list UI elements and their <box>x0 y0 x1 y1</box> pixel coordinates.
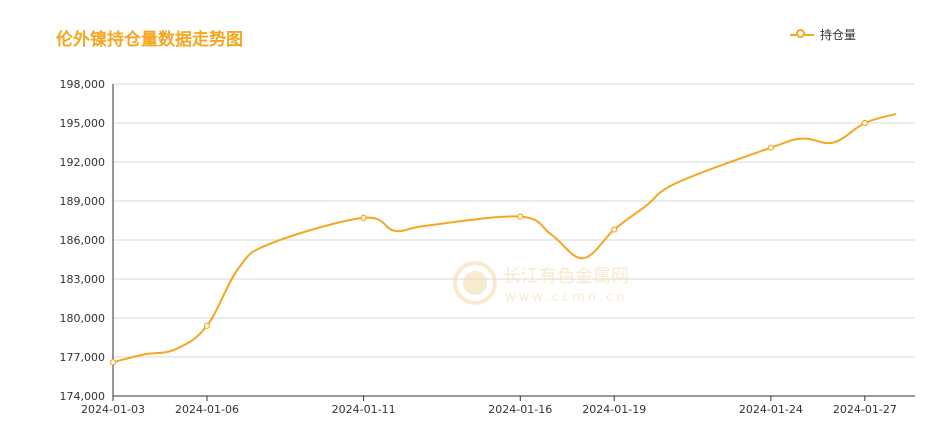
legend[interactable]: 持仓量 <box>790 26 856 42</box>
x-tick-label: 2024-01-11 <box>332 403 396 416</box>
y-tick-label: 183,000 <box>60 273 106 286</box>
data-point[interactable] <box>517 213 524 220</box>
watermark-logo-inner <box>463 271 487 295</box>
y-tick-label: 192,000 <box>60 156 106 169</box>
series-line <box>112 112 897 364</box>
data-point[interactable] <box>203 322 211 329</box>
y-tick-label: 177,000 <box>60 351 106 364</box>
watermark: 长江有色金属网 www.ccmn.cn <box>453 261 629 305</box>
x-tick-label: 2024-01-19 <box>582 403 646 416</box>
y-tick-label: 180,000 <box>60 312 106 325</box>
axes <box>112 84 915 397</box>
y-tick-label: 195,000 <box>60 117 106 130</box>
data-point[interactable] <box>109 359 117 366</box>
chart-title: 伦外镍持仓量数据走势图 <box>56 30 243 50</box>
series <box>109 112 897 366</box>
x-tick-label: 2024-01-24 <box>739 403 803 416</box>
x-tick-label: 2024-01-16 <box>488 403 552 416</box>
data-point[interactable] <box>767 144 774 151</box>
y-tick-label: 174,000 <box>60 390 106 403</box>
y-axis-ticks: 198,000 195,000 192,000 189,000 186,000 183,0… <box>60 78 106 403</box>
y-tick-label: 198,000 <box>60 78 106 91</box>
x-tick-label: 2024-01-06 <box>175 403 239 416</box>
watermark-brand: 长江有色金属网 <box>503 266 629 287</box>
y-tick-label: 186,000 <box>60 234 106 247</box>
x-tick-label: 2024-01-03 <box>81 403 145 416</box>
y-tick-label: 189,000 <box>60 195 106 208</box>
x-tick-label: 2024-01-27 <box>833 403 897 416</box>
data-point[interactable] <box>611 226 618 233</box>
data-point[interactable] <box>861 119 868 127</box>
watermark-logo-icon <box>453 261 497 305</box>
watermark-url: www.ccmn.cn <box>505 290 628 305</box>
x-axis-ticks: 2024-01-03 2024-01-06 2024-01-11 2024-01-16… <box>81 396 897 416</box>
data-point[interactable] <box>360 214 367 221</box>
grid-lines <box>113 83 915 358</box>
legend-line-marker-icon <box>790 27 814 41</box>
legend-label: 持仓量 <box>820 27 857 42</box>
